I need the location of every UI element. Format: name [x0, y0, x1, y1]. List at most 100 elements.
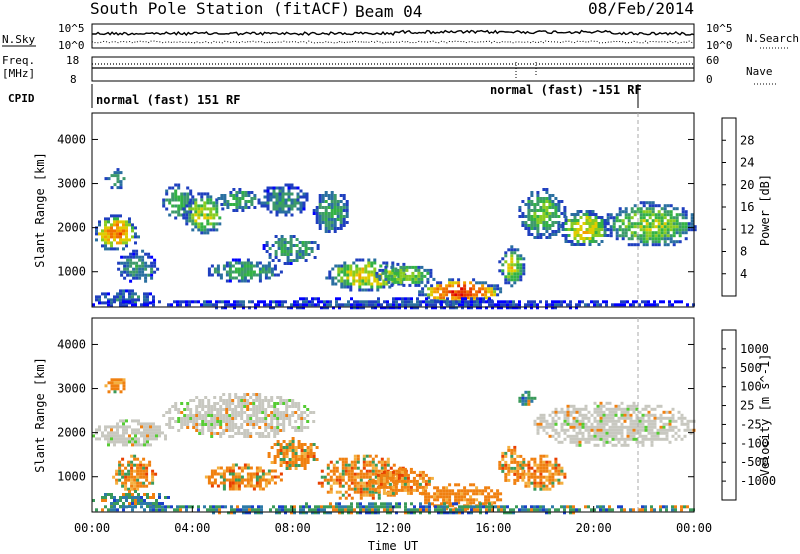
heatmap-cell	[645, 219, 649, 223]
heatmap-cell	[347, 469, 351, 473]
heatmap-cell	[496, 492, 500, 496]
heatmap-cell	[119, 235, 122, 239]
heatmap-cell	[642, 210, 646, 214]
heatmap-cell	[513, 472, 517, 476]
heatmap-cell	[653, 303, 656, 307]
heatmap-cell	[314, 303, 317, 307]
heatmap-cell	[497, 303, 500, 307]
heatmap-cell	[249, 481, 253, 485]
heatmap-cell	[362, 505, 365, 509]
heatmap-cell	[231, 423, 235, 426]
heatmap-cell	[554, 306, 557, 310]
heatmap-cell	[377, 508, 380, 512]
heatmap-cell	[258, 475, 262, 479]
heatmap-cell	[596, 303, 599, 307]
heatmap-cell	[129, 270, 133, 274]
heatmap-cell	[427, 495, 431, 499]
heatmap-cell	[207, 478, 211, 482]
heatmap-cell	[437, 300, 440, 304]
heatmap-cell	[403, 482, 407, 486]
heatmap-cell	[602, 422, 606, 426]
heatmap-cell	[344, 460, 348, 464]
heatmap-cell	[306, 414, 310, 417]
heatmap-cell	[216, 466, 220, 470]
heatmap-cell	[312, 411, 316, 414]
heatmap-cell	[385, 261, 389, 265]
heatmap-cell	[368, 484, 372, 488]
heatmap-cell	[668, 300, 671, 304]
heatmap-cell	[566, 404, 570, 408]
heatmap-cell	[233, 508, 236, 512]
heatmap-cell	[305, 297, 308, 301]
heatmap-cell	[133, 463, 137, 467]
heatmap-cell	[434, 306, 437, 310]
heatmap-cell	[380, 460, 384, 464]
heatmap-cell	[215, 505, 218, 509]
heatmap-cell	[497, 306, 500, 310]
heatmap-cell	[516, 272, 520, 276]
heatmap-cell	[597, 243, 601, 246]
heatmap-cell	[286, 250, 290, 253]
heatmap-cell	[306, 452, 310, 455]
heatmap-cell	[249, 475, 253, 479]
heatmap-cell	[338, 478, 342, 482]
heatmap-cell	[635, 413, 639, 417]
heatmap-cell	[287, 508, 290, 512]
heatmap-cell	[648, 225, 652, 229]
heatmap-cell	[134, 440, 137, 444]
heatmap-cell	[255, 417, 259, 420]
heatmap-cell	[653, 434, 657, 438]
heatmap-cell	[362, 303, 365, 307]
heatmap-cell	[393, 277, 397, 281]
heatmap-cell	[301, 253, 305, 256]
heatmap-cell	[285, 405, 289, 408]
heatmap-cell	[98, 437, 101, 441]
heatmap-cell	[206, 216, 210, 220]
heatmap-cell	[327, 218, 331, 221]
heatmap-cell	[371, 457, 375, 461]
heatmap-cell	[282, 452, 286, 455]
heatmap-cell	[367, 273, 371, 277]
heatmap-cell	[359, 481, 363, 485]
heatmap-cell	[681, 213, 685, 217]
heatmap-cell	[405, 277, 409, 281]
heatmap-cell	[267, 452, 271, 455]
heatmap-cell	[324, 200, 328, 203]
heatmap-cell	[341, 508, 344, 512]
heatmap-cell	[386, 502, 389, 506]
heatmap-cell	[503, 511, 506, 515]
heatmap-cell	[671, 416, 675, 420]
heatmap-cell	[217, 197, 221, 200]
heatmap-cell	[150, 264, 154, 268]
heatmap-cell	[374, 306, 377, 310]
heatmap-cell	[225, 426, 229, 429]
heatmap-cell	[270, 469, 274, 473]
heatmap-cell	[554, 209, 558, 212]
heatmap-cell	[186, 420, 190, 423]
heatmap-cell	[557, 508, 560, 512]
heatmap-cell	[288, 458, 292, 461]
heatmap-cell	[129, 264, 133, 268]
heatmap-cell	[261, 264, 265, 268]
heatmap-cell	[234, 426, 238, 429]
heatmap-cell	[433, 492, 437, 496]
heatmap-cell	[104, 434, 107, 438]
heatmap-cell	[107, 298, 110, 302]
heatmap-cell	[340, 276, 344, 280]
heatmap-cell	[203, 204, 207, 208]
heatmap-cell	[648, 231, 652, 235]
heatmap-cell	[243, 405, 247, 408]
heatmap-cell	[264, 276, 268, 280]
heatmap-cell	[302, 306, 305, 310]
heatmap-cell	[548, 475, 552, 479]
heatmap-cell	[475, 492, 479, 496]
heatmap-cell	[95, 295, 98, 299]
heatmap-cell	[138, 273, 142, 277]
heatmap-cell	[291, 414, 295, 417]
heatmap-cell	[440, 505, 443, 509]
heatmap-cell	[113, 381, 117, 385]
heatmap-cell	[442, 492, 446, 496]
heatmap-cell	[131, 431, 134, 435]
heatmap-cell	[594, 216, 598, 219]
heatmap-cell	[339, 200, 343, 203]
